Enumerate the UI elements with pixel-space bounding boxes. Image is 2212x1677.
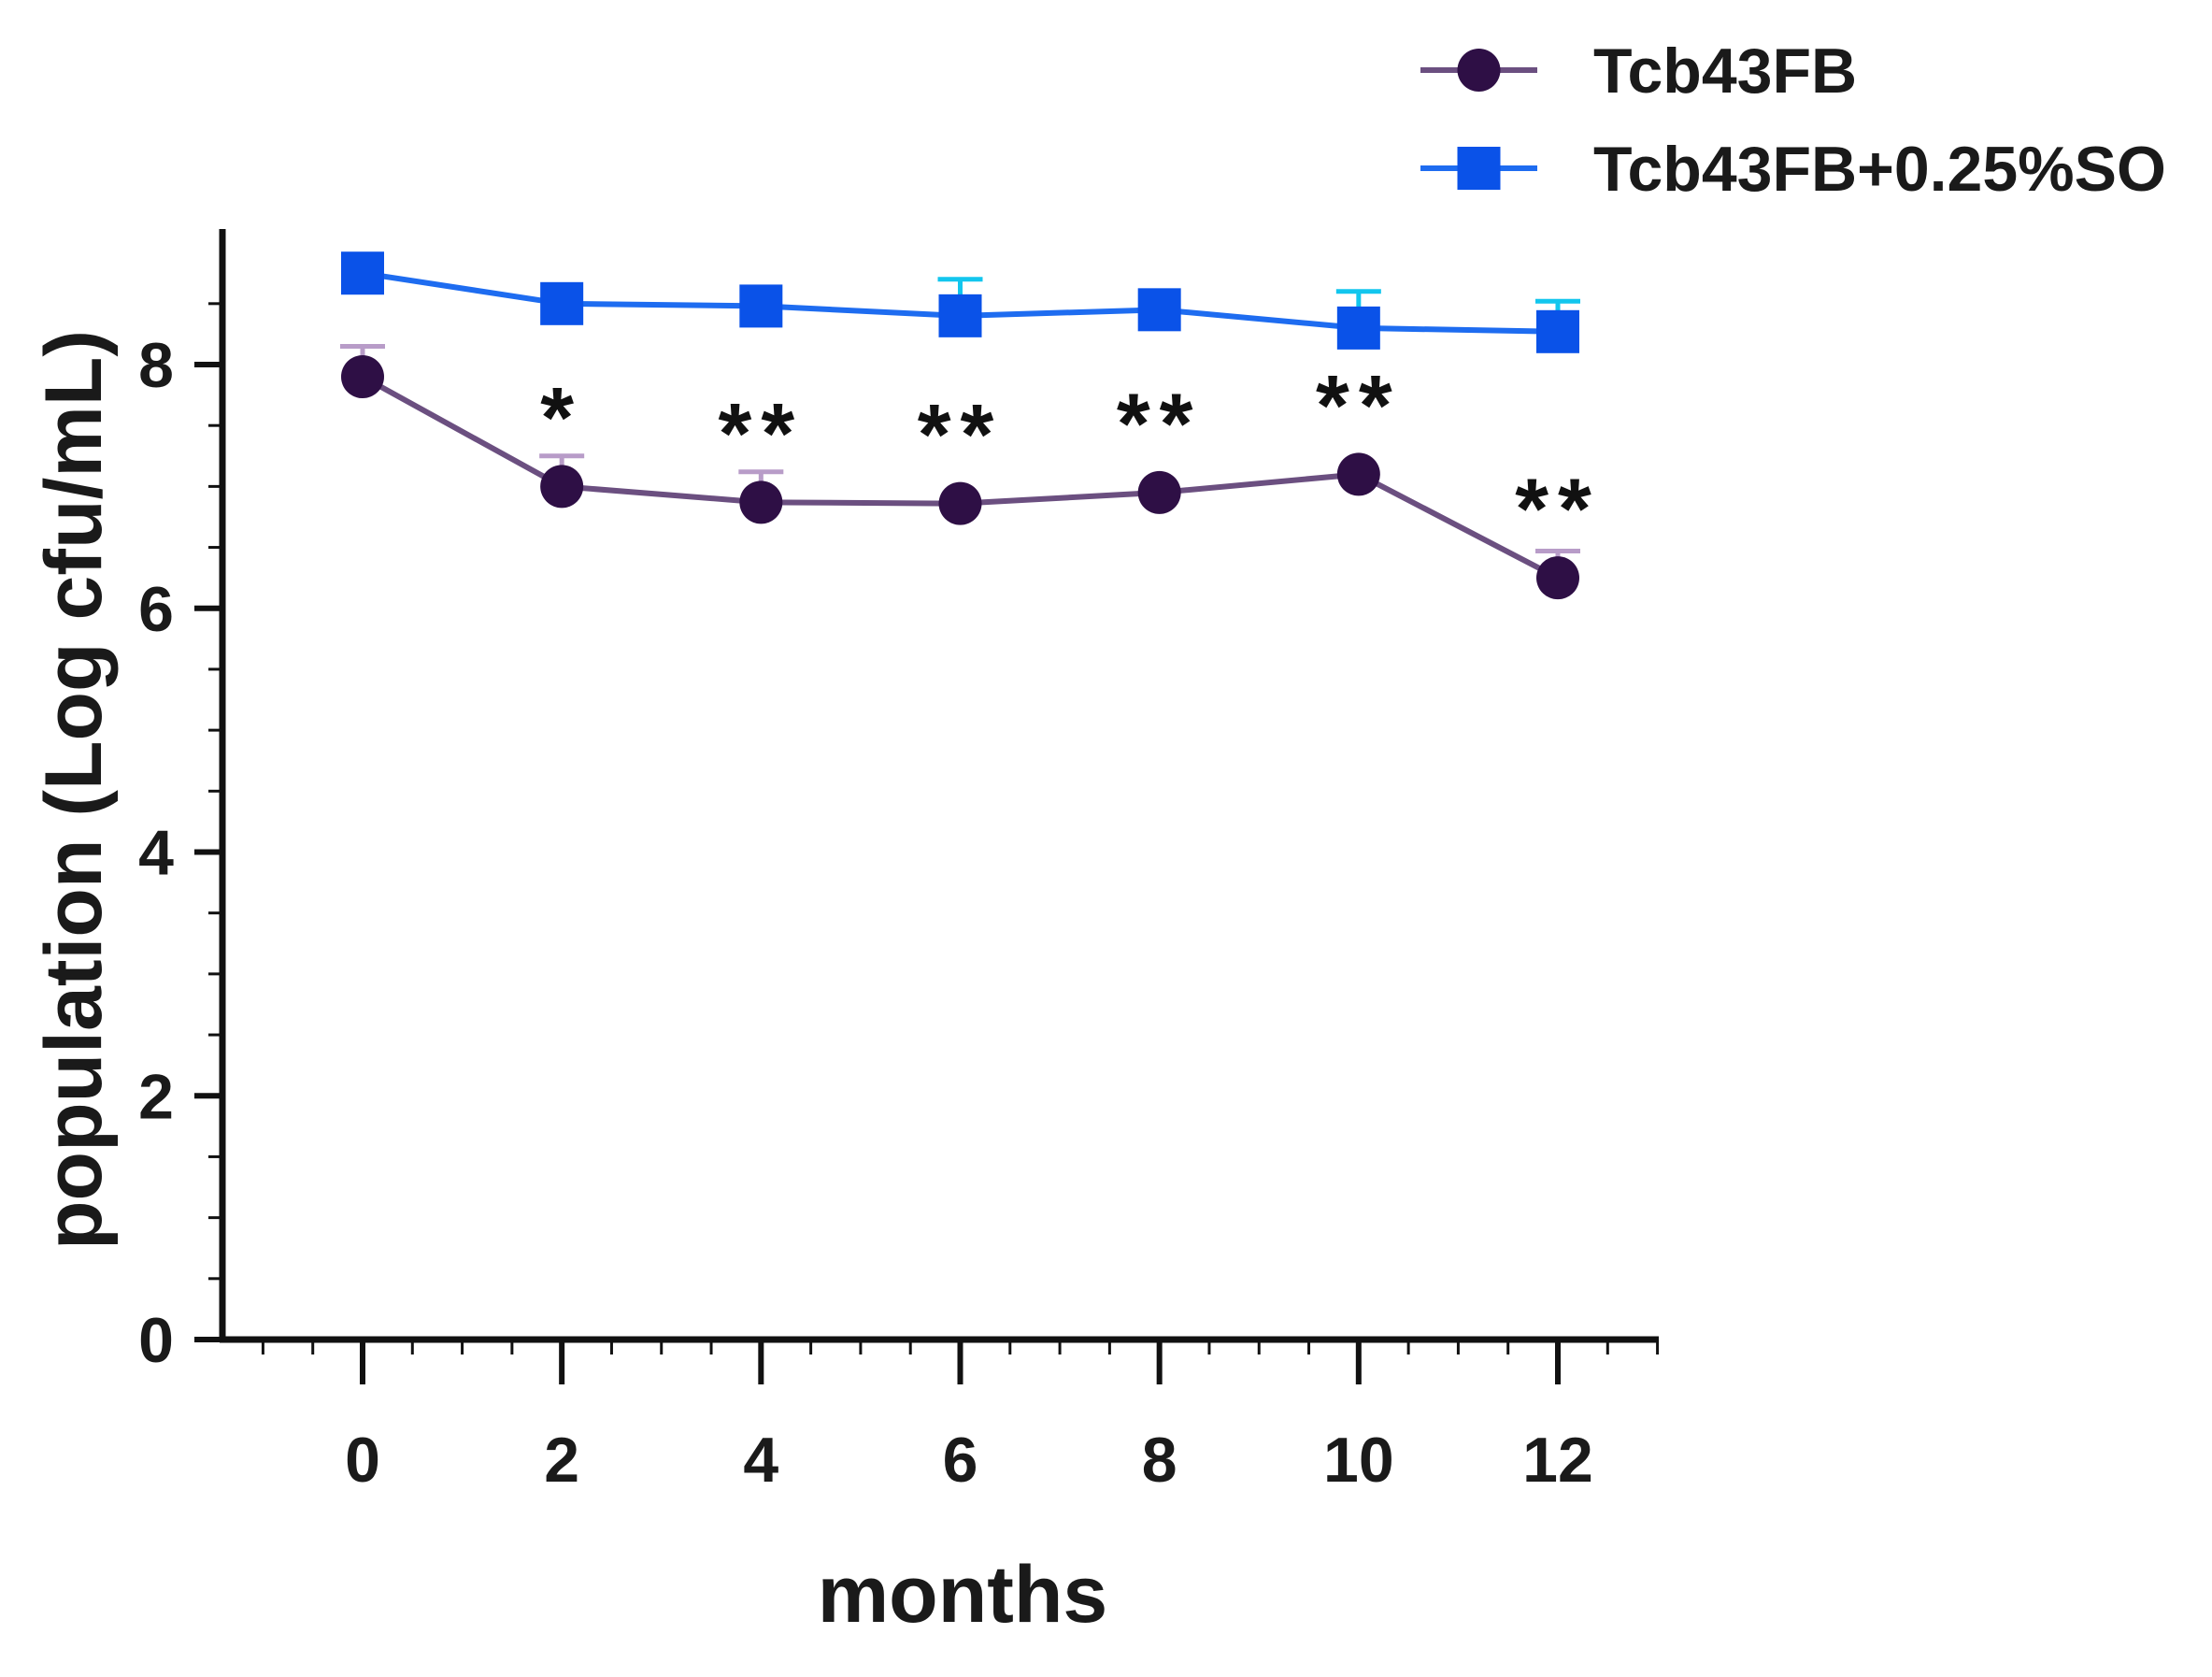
y-axis-title: population (Log cfu/mL)	[29, 330, 119, 1250]
x-axis-title: months	[818, 1550, 1108, 1640]
data-point	[739, 480, 783, 524]
data-point	[341, 355, 384, 399]
data-point	[341, 251, 384, 295]
x-tick-label: 6	[943, 1425, 978, 1496]
legend-label: Tcb43FB+0.25%SO	[1593, 134, 2166, 205]
data-point	[938, 294, 982, 337]
data-point	[1536, 309, 1579, 353]
significance-label: **	[918, 388, 1004, 483]
x-tick-label: 4	[743, 1425, 778, 1496]
y-tick-label: 8	[138, 330, 174, 401]
axes-layer: 0 2 4 6 8 0 2 4 6 8 10 12	[138, 229, 1660, 1496]
x-tick-label: 0	[345, 1425, 380, 1496]
legend-marker	[1457, 147, 1501, 190]
x-tick-label: 10	[1323, 1425, 1394, 1496]
significance-label: **	[1316, 358, 1402, 453]
data-point	[1137, 288, 1181, 332]
y-tick-label: 4	[138, 818, 174, 889]
annotations-layer: * ** ** ** ****	[540, 358, 1601, 557]
legend-label: Tcb43FB	[1593, 36, 1857, 107]
data-point	[540, 281, 584, 325]
data-point	[938, 481, 982, 525]
x-tick-label: 12	[1522, 1425, 1593, 1496]
data-point	[1336, 452, 1380, 496]
legend: Tcb43FB Tcb43FB+0.25%SO	[1420, 36, 2166, 205]
y-tick-label: 2	[138, 1061, 174, 1132]
series-tcb43fb-so	[341, 251, 1580, 353]
legend-item: Tcb43FB	[1420, 36, 1857, 107]
y-tick-label: 0	[138, 1305, 174, 1376]
significance-label: **	[1515, 462, 1601, 557]
data-point	[1137, 470, 1181, 514]
significance-label: **	[1117, 377, 1203, 472]
y-tick-label: 6	[138, 574, 174, 645]
legend-marker	[1457, 49, 1501, 92]
significance-label: *	[540, 370, 583, 466]
legend-item: Tcb43FB+0.25%SO	[1420, 134, 2166, 205]
x-tick-label: 8	[1142, 1425, 1177, 1496]
data-point	[1536, 556, 1579, 600]
data-point	[739, 284, 783, 328]
series-layer	[340, 251, 1580, 600]
significance-label: **	[719, 386, 805, 481]
series-tcb43fb	[340, 343, 1580, 600]
data-point	[540, 465, 584, 509]
data-point	[1336, 306, 1380, 350]
x-tick-label: 2	[544, 1425, 579, 1496]
